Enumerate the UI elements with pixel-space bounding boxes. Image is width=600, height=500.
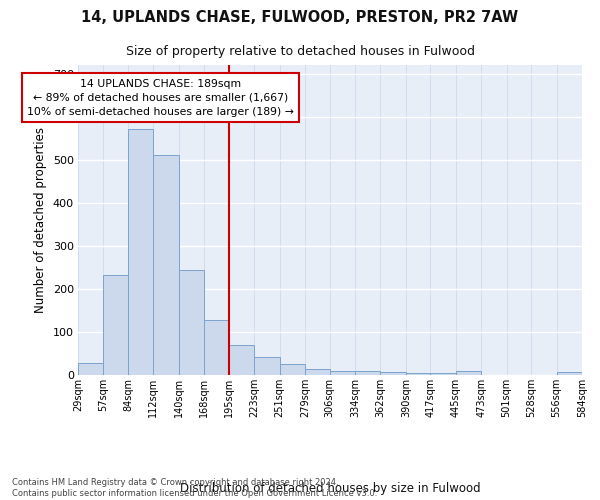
Text: Size of property relative to detached houses in Fulwood: Size of property relative to detached ho… (125, 45, 475, 58)
Y-axis label: Number of detached properties: Number of detached properties (34, 127, 47, 313)
Bar (128, 128, 154, 375)
Bar (305, 368, 329, 375)
Bar (229, 345, 254, 375)
Text: Contains HM Land Registry data © Crown copyright and database right 2024.
Contai: Contains HM Land Registry data © Crown c… (12, 478, 377, 498)
Text: 14, UPLANDS CHASE, FULWOOD, PRESTON, PR2 7AW: 14, UPLANDS CHASE, FULWOOD, PRESTON, PR2… (82, 10, 518, 25)
Bar (204, 320, 229, 375)
Bar (78, 363, 103, 375)
Bar (329, 370, 355, 375)
Bar (179, 270, 204, 375)
Bar (280, 364, 305, 375)
Bar (456, 370, 481, 375)
Text: Distribution of detached houses by size in Fulwood: Distribution of detached houses by size … (179, 482, 481, 495)
Bar (380, 372, 406, 375)
Bar (254, 358, 280, 375)
Bar (103, 275, 128, 375)
Bar (154, 156, 179, 375)
Bar (355, 370, 380, 375)
Bar (406, 373, 430, 375)
Text: 14 UPLANDS CHASE: 189sqm
← 89% of detached houses are smaller (1,667)
10% of sem: 14 UPLANDS CHASE: 189sqm ← 89% of detach… (27, 79, 294, 117)
Bar (557, 372, 582, 375)
Bar (430, 373, 456, 375)
